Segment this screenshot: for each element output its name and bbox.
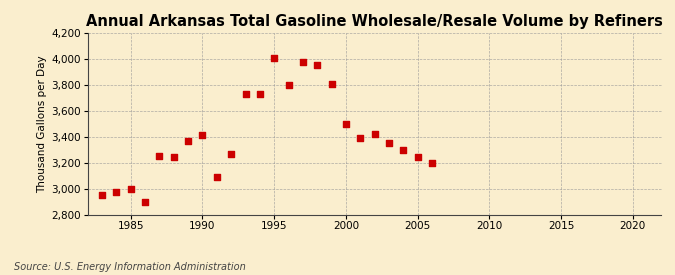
Point (97, 193, 107, 197)
Point (197, 133, 208, 138)
Point (168, 155, 179, 160)
Point (269, 56, 279, 60)
Point (225, 151, 236, 156)
Point (298, 59, 308, 64)
Point (340, 122, 351, 126)
Text: Source: U.S. Energy Information Administration: Source: U.S. Energy Information Administ… (14, 262, 245, 272)
Point (240, 92, 251, 96)
Title: Annual Arkansas Total Gasoline Wholesale/Resale Volume by Refiners: Annual Arkansas Total Gasoline Wholesale… (86, 14, 663, 29)
Point (427, 160, 437, 165)
Point (369, 132, 380, 136)
Point (326, 81, 337, 86)
Point (126, 186, 136, 191)
Point (154, 154, 165, 158)
Point (183, 138, 194, 143)
Point (140, 199, 151, 204)
Point (398, 147, 408, 152)
Y-axis label: Thousand Gallons per Day: Thousand Gallons per Day (37, 55, 47, 192)
Point (383, 141, 394, 145)
Point (254, 92, 265, 96)
Point (211, 175, 222, 179)
Point (312, 63, 323, 68)
Point (355, 136, 366, 140)
Point (412, 155, 423, 160)
Point (283, 83, 294, 87)
Point (111, 190, 122, 194)
